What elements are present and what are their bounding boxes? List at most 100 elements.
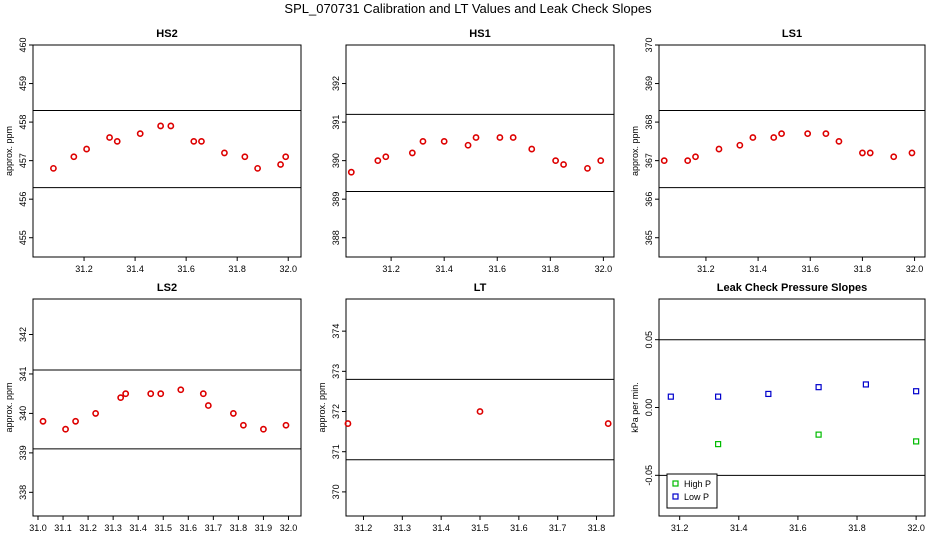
x-tick-label: 31.4 [129,523,147,533]
y-axis-label: approx. ppm [4,382,14,432]
y-tick-label: 392 [331,76,341,91]
x-tick-label: 31.2 [355,523,373,533]
chart-title: Leak Check Pressure Slopes [717,282,867,294]
data-point [692,153,699,161]
data-point [509,134,517,141]
x-tick-label: 31.4 [730,523,748,533]
chart-panel-3: LS1 approx. ppm 31.2 31.4 31.6 31.8 32.0 365 366… [630,28,926,274]
data-point [282,421,290,429]
plot-frame [345,44,615,258]
y-tick-label: 366 [644,192,654,207]
data-point [39,417,47,425]
y-tick-label: 0.00 [644,399,654,417]
data-point [347,168,355,176]
x-tick-label: 31.4 [126,264,144,274]
data-point [859,149,866,157]
data-point [344,420,352,427]
data-point [835,137,843,145]
data-point [277,161,284,168]
data-point [229,410,237,417]
legend-marker [672,480,679,487]
x-tick-label: 31.7 [549,523,567,533]
x-tick-label: 31.6 [801,264,819,274]
data-point [560,161,567,168]
y-tick-label: 338 [18,485,28,500]
data-point [157,122,165,130]
data-point [496,134,504,141]
y-tick-label: 388 [331,230,341,245]
data-point [177,386,185,394]
data-point [106,134,113,141]
x-tick-label: 31.2 [382,264,400,274]
data-point [684,157,692,165]
x-tick-label: 31.0 [29,523,47,533]
data-point [122,390,130,398]
x-tick-label: 31.4 [435,264,453,274]
plot-frame [32,298,302,517]
data-point [241,153,249,161]
data-point [736,141,744,149]
x-tick-label: 31.4 [749,264,767,274]
y-tick-label: 455 [18,230,28,245]
data-point [190,137,198,145]
y-tick-label: 339 [18,445,28,460]
y-tick-label: 458 [18,115,28,130]
data-point [382,153,390,161]
data-point [472,134,480,141]
x-tick-label: 31.4 [432,523,450,533]
x-tick-label: 31.8 [230,523,248,533]
data-point [374,157,382,165]
chart-panel-4: LS2 approx. ppm 31.0 31.1 31.2 31.3 31.4 31.5 31… [4,282,302,533]
data-point [597,157,605,165]
data-point [464,141,472,149]
plot-frame [32,44,302,258]
y-tick-label: 389 [331,192,341,207]
x-tick-label: 31.2 [697,264,715,274]
y-tick-label: 391 [331,115,341,130]
x-tick-label: 31.8 [588,523,606,533]
data-point-high-p [913,438,920,445]
figure-title: SPL_070731 Calibration and LT Values and… [284,1,652,16]
y-axis-label: kPa per min. [630,382,640,433]
y-tick-label: 456 [18,192,28,207]
x-tick-label: 31.8 [228,264,246,274]
x-tick-label: 31.5 [154,523,172,533]
data-point [157,390,165,398]
chart-panel-2: HS1 31.2 31.4 31.6 31.8 32.0 388 389 390 391 392 [331,28,615,274]
legend-label: Low P [684,492,709,502]
y-tick-label: 370 [644,37,654,52]
y-axis-label: approx. ppm [4,126,14,176]
y-tick-label: 457 [18,153,28,168]
data-point [72,417,79,425]
y-tick-label: 374 [331,324,341,339]
chart-title: HS2 [156,28,177,40]
chart-panel-5: LT approx. ppm 31.2 31.3 31.4 31.5 31.6 31.7 31.… [317,282,615,533]
x-tick-label: 31.2 [79,523,97,533]
y-tick-label: 460 [18,37,28,52]
x-tick-label: 31.3 [104,523,122,533]
data-point-low-p [815,384,822,391]
data-point [117,394,125,402]
y-tick-label: 370 [331,484,341,499]
data-point [136,130,144,138]
data-point [770,134,778,141]
x-tick-label: 31.2 [671,523,689,533]
data-point [204,402,212,409]
x-tick-label: 32.0 [595,264,613,274]
y-tick-label: 340 [18,406,28,421]
data-point [254,164,262,172]
y-tick-label: -0.05 [644,465,654,486]
data-point [50,164,57,172]
data-point [147,390,155,398]
data-point [260,425,267,433]
y-tick-label: 365 [644,230,654,245]
y-tick-label: 367 [644,153,654,168]
y-axis-label: approx. ppm [317,382,327,432]
y-tick-label: 342 [18,327,28,342]
x-tick-label: 31.6 [488,264,506,274]
x-tick-label: 31.8 [848,523,866,533]
data-point-low-p [765,390,772,398]
data-point [604,420,612,427]
